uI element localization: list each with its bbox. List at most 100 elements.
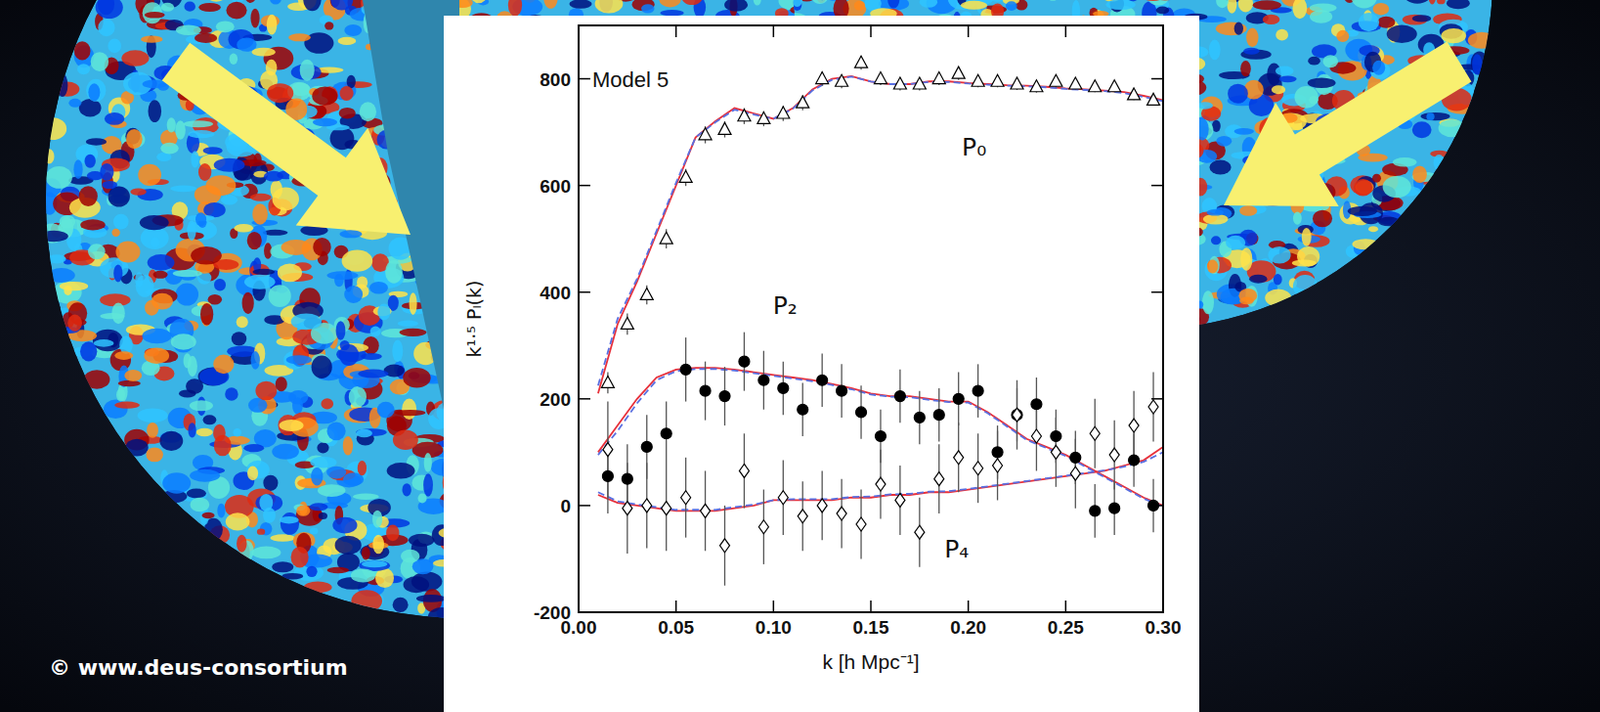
annotation-background: [771, 290, 800, 321]
data-point: [640, 287, 653, 300]
y-tick: [1151, 78, 1164, 81]
data-point: [797, 403, 809, 415]
data-point: [1070, 451, 1082, 463]
model-line: [598, 76, 1164, 386]
data-point: [991, 74, 1004, 87]
data-point: [952, 392, 964, 404]
data-point: [1128, 418, 1139, 433]
data-point: [836, 385, 848, 396]
y-tick: [1151, 610, 1164, 613]
model-line: [598, 76, 1164, 394]
data-point: [1031, 429, 1041, 443]
data-point: [757, 111, 771, 124]
x-tick: [1065, 25, 1068, 38]
y-tick: [1151, 291, 1164, 294]
annotation-background: [942, 533, 971, 564]
data-point: [972, 385, 984, 396]
y-tick-label: -200: [533, 602, 571, 623]
y-tick: [578, 78, 591, 81]
y-tick-label: 600: [539, 175, 571, 197]
plot-frame: [578, 25, 1164, 612]
data-point: [681, 490, 692, 505]
x-tick: [675, 600, 678, 612]
data-point: [971, 74, 985, 87]
data-point: [661, 501, 672, 516]
data-point: [602, 470, 613, 481]
data-point: [912, 77, 926, 89]
y-tick-label: 0: [560, 495, 571, 517]
x-tick: [967, 600, 970, 612]
data-point: [1031, 398, 1042, 410]
data-point: [620, 316, 634, 329]
y-tick: [1151, 184, 1164, 187]
data-point: [1050, 431, 1062, 442]
data-point: [642, 498, 652, 513]
data-point: [1069, 77, 1082, 89]
background: [0, 0, 1600, 712]
y-tick: [578, 610, 591, 613]
y-tick-label: 800: [539, 69, 571, 90]
data-point: [1010, 77, 1024, 89]
x-tick-label: 0.30: [1145, 616, 1182, 638]
data-point: [679, 170, 692, 182]
x-tick-label: 0.20: [950, 616, 987, 638]
y-axis-title: k¹·⁵ Pₗ(k): [463, 280, 485, 358]
x-tick: [1162, 25, 1165, 38]
y-tick: [578, 291, 591, 294]
data-point: [720, 538, 731, 553]
data-point: [680, 363, 692, 375]
data-point: [1128, 454, 1140, 466]
data-point: [817, 374, 828, 386]
page: © www.deus-consortium0.000.050.100.150.2…: [0, 0, 1600, 712]
x-tick: [1162, 600, 1165, 612]
data-point: [700, 503, 711, 518]
data-point: [601, 375, 614, 388]
data-point: [796, 95, 810, 108]
annotation: P₄: [944, 534, 969, 563]
data-point: [894, 390, 906, 402]
x-tick-label: 0.10: [755, 616, 792, 638]
data-point: [855, 55, 868, 68]
data-point: [777, 106, 790, 119]
data-point: [993, 458, 1003, 473]
y-tick: [1151, 397, 1164, 400]
x-tick: [675, 25, 678, 38]
data-point: [1088, 80, 1102, 92]
x-tick-label: 0.25: [1047, 616, 1084, 638]
y-tick-label: 200: [539, 389, 571, 410]
data-point: [603, 442, 613, 457]
data-point: [621, 473, 633, 484]
y-tick: [578, 504, 591, 507]
annotation: P₂: [773, 291, 798, 320]
x-tick-label: 0.15: [853, 616, 890, 638]
data-point: [758, 374, 770, 386]
data-point: [622, 501, 633, 516]
data-point: [992, 446, 1003, 458]
data-point: [1070, 466, 1081, 480]
x-axis-title: k [h Mpc⁻¹]: [821, 649, 919, 673]
data-point: [856, 406, 867, 418]
data-point: [1089, 505, 1101, 517]
y-tick: [1151, 504, 1164, 507]
data-point: [1109, 447, 1120, 462]
data-point: [737, 109, 751, 122]
x-tick-label: 0.05: [657, 616, 694, 638]
data-point: [1089, 426, 1100, 440]
x-tick: [967, 25, 970, 38]
data-point: [1109, 502, 1121, 514]
data-point: [836, 506, 847, 520]
data-point: [797, 509, 808, 523]
data-point: [699, 385, 711, 396]
data-point: [719, 390, 731, 402]
data-point: [1108, 80, 1122, 92]
data-point: [718, 122, 732, 134]
credit: © www.deus-consortium: [48, 654, 348, 680]
data-point: [914, 524, 925, 539]
data-point: [893, 77, 907, 89]
data-point: [895, 492, 906, 507]
data-point: [951, 66, 965, 79]
data-point: [1127, 87, 1141, 100]
annotation-background: [959, 131, 989, 163]
data-point: [932, 72, 946, 85]
plot-data: [598, 55, 1164, 586]
